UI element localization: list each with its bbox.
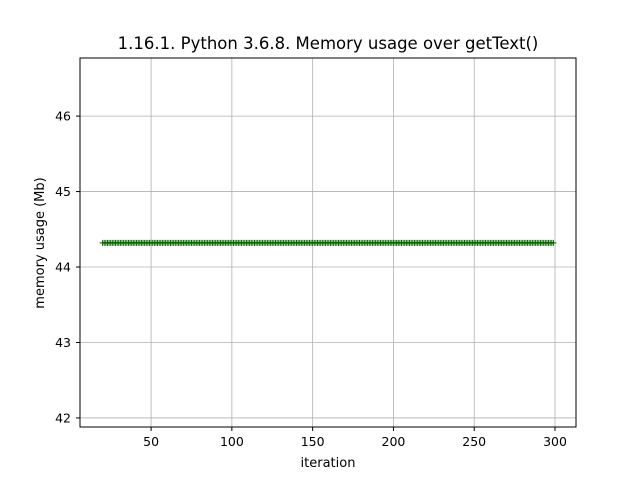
x-tick-label-250: 250	[462, 434, 486, 449]
x-tick-label-200: 200	[382, 434, 406, 449]
x-tick-label-300: 300	[543, 434, 567, 449]
y-tick-label-46: 46	[55, 109, 71, 124]
y-tick-label-43: 43	[55, 335, 71, 350]
x-tick-label-150: 150	[301, 434, 325, 449]
y-tick-label-44: 44	[55, 260, 71, 275]
axes: 50 100 150 200 250 300 42 43 44 45 46	[55, 57, 577, 449]
x-tick-label-50: 50	[143, 434, 159, 449]
x-axis-label: iteration	[301, 456, 356, 471]
plot-frame	[79, 57, 577, 428]
chart-title: 1.16.1. Python 3.6.8. Memory usage over …	[118, 34, 539, 53]
series-memory-usage	[99, 239, 557, 246]
x-tick-label-100: 100	[220, 434, 244, 449]
data-point-299	[550, 239, 557, 246]
y-tick-label-42: 42	[55, 410, 71, 425]
y-tick-label-45: 45	[55, 184, 71, 199]
y-axis-label: memory usage (Mb)	[33, 177, 48, 308]
